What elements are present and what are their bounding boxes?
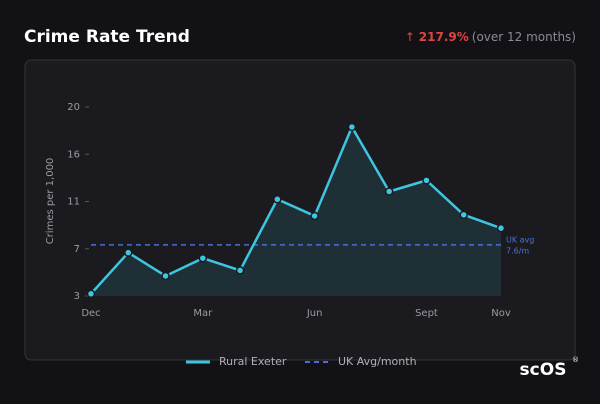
series-line (90, 125, 502, 295)
data-point (86, 289, 96, 299)
data-point (459, 210, 468, 220)
legend-label: Rural Exeter (219, 355, 287, 368)
y-tick-label: 16 (67, 149, 80, 160)
x-tick-label: Dec (81, 308, 100, 319)
legend-label: UK Avg/month (338, 355, 417, 368)
x-tick-label: Sept (415, 308, 438, 319)
data-point (124, 248, 133, 257)
data-point (347, 122, 357, 132)
data-point (273, 195, 282, 204)
data-point (161, 271, 170, 281)
data-point (310, 211, 319, 221)
reference-label: 7.6/m (506, 246, 529, 255)
area-fill (91, 127, 501, 296)
change-note: (over 12 months) (472, 30, 576, 44)
y-tick-label: 3 (74, 291, 80, 302)
chart-title: Crime Rate Trend (24, 27, 190, 47)
y-tick-label: 20 (67, 102, 80, 113)
y-tick-label: 11 (67, 197, 80, 208)
y-tick-label: 7 (74, 244, 80, 255)
reference-annotation: UK avg (506, 235, 534, 244)
arrow-icon: ↑ (405, 30, 419, 44)
data-point (496, 223, 506, 233)
data-point (198, 253, 208, 263)
data-point (422, 176, 431, 185)
x-tick-label: Jun (306, 308, 323, 319)
brand-logo: scOS (520, 360, 567, 380)
x-tick-label: Nov (491, 308, 511, 319)
data-point (235, 266, 245, 275)
brand-mark: ® (572, 356, 579, 364)
legend: Rural Exeter UK Avg/month (186, 355, 417, 368)
change-value: 217.9% (419, 30, 469, 44)
data-point (384, 187, 394, 196)
x-tick-label: Mar (193, 308, 213, 319)
change-summary: ↑ 217.9% (over 12 months) (405, 30, 576, 44)
y-axis-label: Crimes per 1,000 (45, 158, 56, 245)
